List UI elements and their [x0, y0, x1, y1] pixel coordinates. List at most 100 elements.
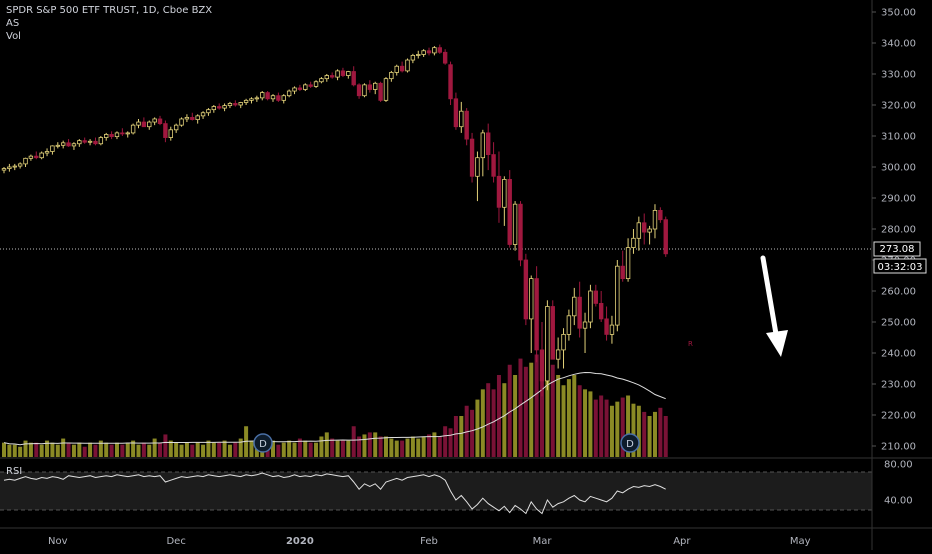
- candle-up: [28, 155, 34, 159]
- volume-bar: [28, 442, 33, 457]
- dividend-marker-mar[interactable]: D: [620, 433, 640, 453]
- candle-up: [114, 132, 120, 138]
- candle-up: [572, 296, 577, 317]
- candle-up: [238, 102, 243, 106]
- candle-up: [588, 290, 593, 323]
- price-tick-label: 300.00: [881, 163, 916, 174]
- volume-moving-average-line: [3, 371, 666, 446]
- volume-bar: [448, 428, 453, 457]
- volume-bar: [464, 405, 469, 457]
- candle-up: [98, 137, 104, 145]
- volume-bar: [373, 432, 378, 457]
- price-tick-label: 210.00: [881, 442, 916, 453]
- volume-bar: [486, 383, 491, 457]
- volume-bar: [201, 444, 206, 457]
- down-arrow-annotation: [760, 255, 788, 357]
- candle-up: [12, 165, 17, 168]
- candle-up: [394, 65, 399, 73]
- price-axis[interactable]: 350.00 340.00 330.00 320.00 310.00 300.00 290.…: [872, 8, 916, 453]
- candle-up: [475, 157, 480, 177]
- candle-down: [216, 106, 222, 109]
- candle-up: [459, 110, 464, 128]
- candle-down: [82, 140, 87, 143]
- price-tick-label: 290.00: [881, 194, 916, 205]
- indicator-as-label[interactable]: AS: [6, 18, 20, 29]
- volume-bar: [480, 389, 485, 457]
- time-axis[interactable]: Nov Dec 2020 Feb Mar Apr May: [48, 536, 811, 547]
- candle-up: [421, 50, 426, 55]
- volume-bar: [545, 344, 550, 457]
- volume-bar: [588, 391, 593, 457]
- candle-up: [292, 87, 297, 92]
- candle-down: [297, 87, 303, 90]
- volume-bar: [432, 432, 437, 457]
- volume-bar: [71, 444, 76, 457]
- volume-bar: [410, 436, 415, 457]
- rsi-axis[interactable]: 80.00 40.00: [884, 460, 913, 507]
- rsi-tick-label: 40.00: [884, 496, 913, 507]
- price-tick-label: 350.00: [881, 8, 916, 19]
- volume-bar: [18, 446, 23, 457]
- volume-bar: [152, 438, 157, 457]
- volume-bar: [297, 438, 302, 457]
- rsi-label[interactable]: RSI: [6, 466, 22, 477]
- volume-bar: [642, 411, 647, 457]
- volume-bar: [120, 444, 125, 457]
- candle-up: [383, 78, 389, 101]
- symbol-title[interactable]: SPDR S&P 500 ETF TRUST, 1D, Cboe BZX: [6, 5, 213, 16]
- candle-up: [631, 237, 636, 249]
- volume-bar: [652, 411, 657, 457]
- candle-up: [313, 81, 319, 87]
- dividend-marker-label: D: [259, 439, 267, 450]
- volume-bar: [351, 426, 356, 457]
- candle-up: [136, 121, 141, 126]
- candle-up: [346, 71, 351, 76]
- candle-up: [561, 333, 566, 351]
- candle-up: [211, 106, 217, 111]
- candle-down: [120, 132, 125, 135]
- volume-bar: [131, 440, 136, 457]
- volume-bar: [93, 444, 98, 457]
- price-candles: [1, 44, 668, 397]
- candle-down: [437, 47, 442, 53]
- candle-down: [109, 134, 114, 138]
- indicator-vol-label[interactable]: Vol: [6, 31, 21, 42]
- candle-down: [448, 64, 453, 100]
- candle-down: [496, 175, 502, 208]
- candle-up: [410, 55, 416, 61]
- dividend-marker-circle: [620, 433, 640, 453]
- price-tick-label: 230.00: [881, 380, 916, 391]
- volume-bar: [314, 442, 319, 457]
- candle-down: [577, 296, 582, 329]
- candle-up: [130, 124, 136, 134]
- candle-down: [351, 71, 356, 86]
- candle-up: [647, 228, 652, 233]
- candle-down: [604, 318, 609, 335]
- volume-bar: [109, 444, 114, 457]
- volume-bar: [233, 442, 238, 457]
- candle-up: [222, 105, 227, 109]
- candle-up: [335, 70, 340, 78]
- candle-down: [157, 118, 163, 124]
- volume-bar: [55, 444, 60, 457]
- volume-bar: [518, 358, 523, 457]
- candle-down: [66, 142, 71, 147]
- candle-down: [265, 92, 270, 100]
- candle-down: [620, 265, 625, 280]
- volume-bar: [114, 442, 119, 457]
- volume-bar: [195, 442, 200, 457]
- candle-up: [87, 140, 93, 143]
- candle-up: [55, 144, 60, 147]
- volume-bar: [211, 442, 216, 457]
- volume-bar: [158, 442, 163, 457]
- dividend-marker-dec[interactable]: D: [253, 433, 273, 453]
- volume-bar: [604, 399, 609, 457]
- candle-down: [233, 103, 238, 106]
- price-tick-label: 250.00: [881, 318, 916, 329]
- volume-bar: [593, 399, 598, 457]
- volume-bar: [88, 442, 93, 457]
- volume-bar: [303, 440, 308, 457]
- volume-bar: [389, 438, 394, 457]
